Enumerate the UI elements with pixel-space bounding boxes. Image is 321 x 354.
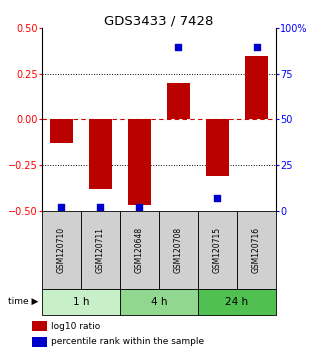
Text: 1 h: 1 h — [73, 297, 89, 307]
Bar — [198, 211, 237, 289]
Bar — [120, 289, 198, 315]
Bar — [198, 289, 276, 315]
Bar — [237, 211, 276, 289]
Bar — [159, 211, 198, 289]
Bar — [32, 321, 47, 331]
Text: percentile rank within the sample: percentile rank within the sample — [51, 337, 204, 347]
Bar — [89, 120, 112, 189]
Point — [176, 44, 181, 49]
Text: time ▶: time ▶ — [8, 297, 39, 306]
Bar — [128, 120, 151, 205]
Text: GSM120710: GSM120710 — [57, 227, 66, 273]
Point — [137, 204, 142, 210]
Bar — [42, 211, 81, 289]
Bar — [42, 289, 120, 315]
Text: GSM120711: GSM120711 — [96, 227, 105, 273]
Text: GSM120648: GSM120648 — [135, 227, 144, 273]
Text: GSM120716: GSM120716 — [252, 227, 261, 273]
Point — [254, 44, 259, 49]
Bar — [167, 83, 190, 120]
Bar — [81, 211, 120, 289]
Text: GSM120715: GSM120715 — [213, 227, 222, 273]
Bar — [120, 211, 159, 289]
Bar — [32, 337, 47, 347]
Text: GSM120708: GSM120708 — [174, 227, 183, 273]
Text: 24 h: 24 h — [225, 297, 248, 307]
Bar — [206, 120, 229, 176]
Bar — [245, 56, 268, 120]
Point — [98, 204, 103, 210]
Text: log10 ratio: log10 ratio — [51, 321, 100, 331]
Title: GDS3433 / 7428: GDS3433 / 7428 — [104, 14, 213, 27]
Point — [215, 195, 220, 201]
Text: 4 h: 4 h — [151, 297, 167, 307]
Point — [59, 204, 64, 210]
Bar — [49, 120, 73, 143]
